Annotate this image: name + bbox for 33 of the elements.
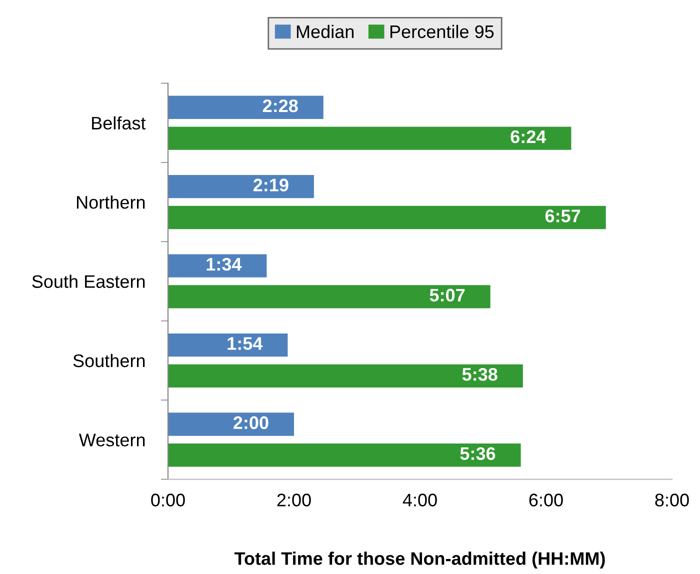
x-tick-label: 0:00	[151, 494, 185, 506]
y-tick-label: Southern	[73, 354, 145, 368]
bar	[168, 96, 324, 119]
data-label: 6:57	[545, 210, 580, 222]
bar	[168, 285, 490, 308]
x-tick-label: 2:00	[277, 494, 311, 506]
data-label: 6:24	[510, 130, 546, 144]
x-tick-label: 8:00	[655, 494, 689, 506]
data-label: 2:00	[234, 416, 268, 430]
bar	[168, 333, 288, 357]
y-tick-label: Belfast	[92, 116, 146, 130]
bar	[168, 364, 523, 388]
bar	[168, 206, 606, 230]
data-label: 5:38	[462, 368, 498, 381]
data-label: 1:54	[228, 337, 263, 350]
legend-label: Percentile 95	[390, 24, 494, 38]
data-label: 1:34	[206, 258, 242, 271]
bar	[168, 254, 267, 278]
data-label: 2:19	[253, 178, 288, 192]
data-label: 5:36	[460, 447, 496, 460]
x-axis-title: Total Time for those Non-admitted (HH:MM)	[234, 552, 605, 569]
bar	[168, 412, 294, 436]
y-tick-label: Northern	[77, 196, 145, 209]
data-label: 2:28	[262, 99, 298, 112]
legend-label: Median	[296, 24, 354, 38]
bar	[168, 126, 572, 150]
bar	[168, 175, 314, 198]
x-tick-label: 6:00	[529, 494, 563, 506]
data-label: 5:07	[430, 288, 465, 302]
bar	[168, 444, 521, 467]
y-tick-label: South Eastern	[32, 274, 145, 288]
x-tick-label: 4:00	[402, 494, 437, 506]
y-tick-label: Western	[78, 434, 145, 446]
